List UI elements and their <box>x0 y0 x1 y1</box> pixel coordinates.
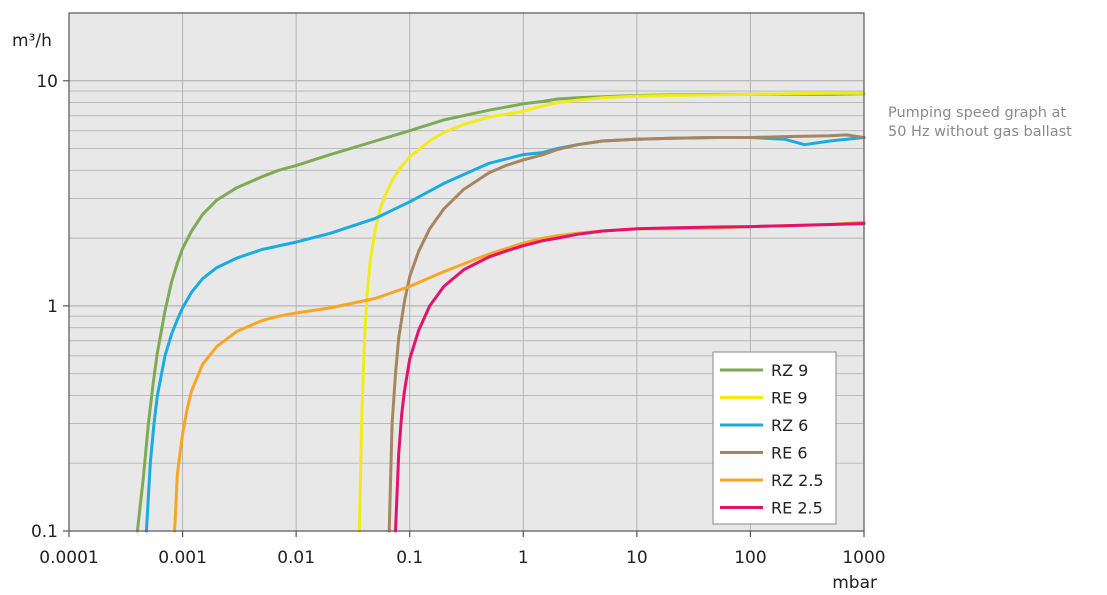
y-tick-label: 1 <box>47 297 58 317</box>
x-tick-label: 100 <box>734 548 766 568</box>
plot-frame <box>68 12 865 532</box>
legend-label: RZ 2.5 <box>771 471 824 490</box>
y-axis-ticks: 0.1 1 10 <box>31 72 69 542</box>
x-tick-label: 0.001 <box>158 548 207 568</box>
y-tick-label: 10 <box>36 72 58 92</box>
legend-label: RE 6 <box>771 444 808 463</box>
x-axis-unit: mbar <box>832 573 877 593</box>
series-line-re-9 <box>357 91 866 533</box>
x-tick-label: 0.1 <box>396 548 423 568</box>
x-tick-label: 1 <box>518 548 529 568</box>
legend-label: RE 2.5 <box>771 499 823 518</box>
x-tick-label: 10 <box>626 548 648 568</box>
y-axis-unit: m³/h <box>12 31 52 51</box>
legend-box <box>712 351 837 525</box>
legend-label: RZ 6 <box>771 416 808 435</box>
x-tick-label: 0.0001 <box>39 548 98 568</box>
x-tick-label: 1000 <box>842 548 885 568</box>
x-axis-ticks: 0.0001 0.001 0.01 0.1 1 10 100 1000 <box>39 531 886 568</box>
caption-line-2: 50 Hz without gas ballast <box>888 124 1072 140</box>
legend-label: RZ 9 <box>771 361 808 380</box>
y-tick-label: 0.1 <box>31 522 58 542</box>
caption-line-1: Pumping speed graph at <box>888 105 1067 121</box>
legend-label: RE 9 <box>771 389 808 408</box>
legend: RZ 9 RE 9 RZ 6 RE 6 RZ 2.5 RE 2.5 <box>712 351 837 525</box>
x-tick-label: 0.01 <box>277 548 315 568</box>
series-lines <box>135 91 866 533</box>
series-line-re-6 <box>387 133 866 533</box>
chart-caption: Pumping speed graph at 50 Hz without gas… <box>888 104 1103 142</box>
series-line-re-2-5 <box>394 222 866 533</box>
